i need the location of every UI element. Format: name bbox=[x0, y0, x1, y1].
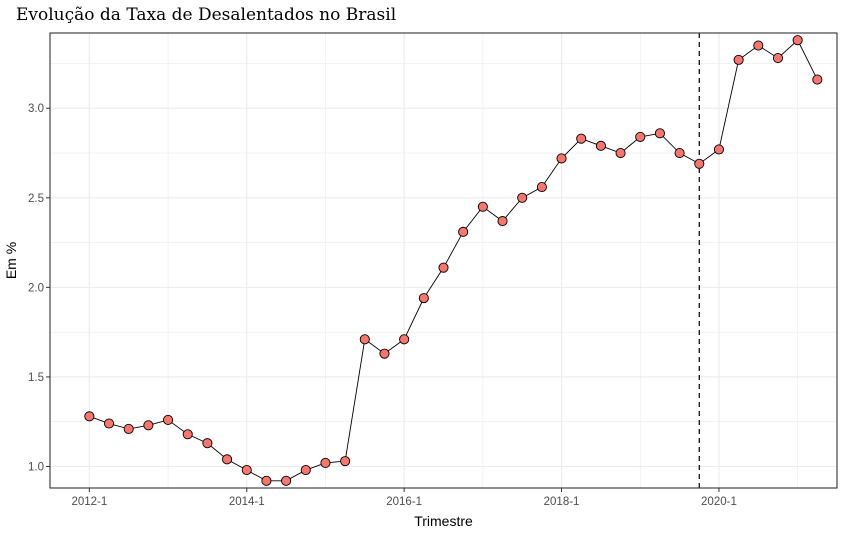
grid-layer bbox=[50, 33, 837, 488]
data-point bbox=[497, 216, 508, 227]
data-point bbox=[103, 418, 115, 429]
data-point bbox=[556, 153, 567, 164]
y-axis-title: Em % bbox=[3, 242, 19, 279]
data-point bbox=[300, 465, 311, 476]
data-point bbox=[733, 54, 744, 65]
series-line bbox=[89, 39, 818, 482]
data-point bbox=[674, 147, 685, 159]
y-axis-ticks: 1.0 1.5 2.0 2.5 3.0 bbox=[28, 103, 50, 474]
data-point bbox=[635, 131, 646, 142]
x-tick-label: 2016-1 bbox=[386, 496, 422, 508]
data-point bbox=[162, 414, 174, 425]
data-point bbox=[615, 147, 626, 159]
data-point bbox=[536, 182, 547, 193]
x-axis-title: Trimestre bbox=[414, 513, 473, 529]
y-tick-label: 2.5 bbox=[28, 193, 44, 205]
data-point bbox=[320, 457, 331, 468]
panel-border bbox=[49, 32, 838, 489]
data-point bbox=[772, 53, 784, 64]
data-point bbox=[694, 158, 705, 169]
data-point bbox=[182, 429, 193, 440]
data-point bbox=[202, 438, 213, 449]
data-point bbox=[477, 201, 488, 212]
data-point bbox=[458, 226, 469, 237]
x-tick-label: 2012-1 bbox=[71, 496, 107, 508]
data-point bbox=[143, 420, 154, 431]
chart-title: Evolução da Taxa de Desalentados no Bras… bbox=[16, 5, 396, 25]
data-point bbox=[595, 140, 606, 151]
y-tick-label: 3.0 bbox=[28, 103, 44, 115]
data-point bbox=[222, 454, 233, 465]
data-point bbox=[438, 262, 449, 273]
data-point bbox=[576, 133, 587, 144]
data-point bbox=[713, 144, 725, 155]
data-point bbox=[654, 128, 665, 139]
data-point bbox=[359, 334, 370, 345]
data-point bbox=[241, 465, 252, 476]
point-layer bbox=[84, 35, 823, 486]
data-point bbox=[379, 348, 390, 359]
data-point bbox=[399, 334, 410, 345]
data-point bbox=[418, 293, 429, 304]
y-tick-label: 1.0 bbox=[28, 462, 44, 474]
x-tick-label: 2018-1 bbox=[544, 496, 580, 508]
x-axis-ticks: 2012-1 2014-1 2016-1 2018-1 2020-1 bbox=[71, 488, 737, 508]
data-point bbox=[792, 35, 803, 46]
y-tick-label: 1.5 bbox=[28, 372, 44, 384]
data-point bbox=[281, 475, 292, 486]
line-layer bbox=[89, 39, 818, 482]
data-point bbox=[123, 423, 134, 434]
x-tick-label: 2020-1 bbox=[701, 496, 737, 508]
data-point bbox=[84, 411, 95, 422]
y-tick-label: 2.0 bbox=[28, 282, 44, 294]
data-point bbox=[753, 40, 764, 51]
data-point bbox=[812, 74, 823, 85]
data-point bbox=[261, 475, 272, 486]
x-tick-label: 2014-1 bbox=[229, 496, 265, 508]
data-point bbox=[340, 456, 351, 467]
data-point bbox=[517, 192, 528, 203]
